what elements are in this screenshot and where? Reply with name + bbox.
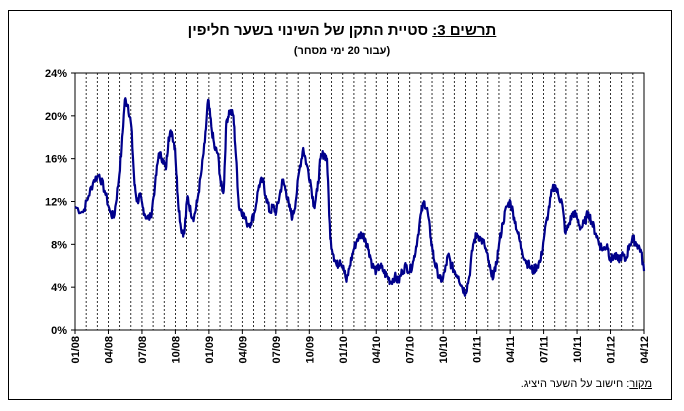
- y-tick-label: 12%: [45, 197, 67, 209]
- y-tick-label: 24%: [45, 68, 67, 80]
- chart-title: תרשים 3: סטיית התקן של השינוי בשער חליפי…: [0, 22, 684, 39]
- y-tick-label: 4%: [51, 282, 67, 294]
- x-tick-label: 01/11: [472, 336, 484, 363]
- x-tick-label: 04/11: [505, 336, 517, 363]
- x-tick-label: 04/12: [639, 336, 651, 364]
- x-tick-label: 10/08: [170, 336, 182, 364]
- chart-title-label: תרשים 3:: [432, 22, 497, 39]
- x-tick-label: 01/10: [338, 336, 350, 364]
- source-note: מקור: חישוב על השער היציג.: [521, 378, 652, 390]
- x-tick-label: 04/08: [103, 336, 115, 364]
- x-tick-label: 01/12: [606, 336, 618, 364]
- y-tick-label: 0%: [51, 325, 67, 337]
- x-tick-label: 10/10: [438, 336, 450, 364]
- x-tick-label: 01/08: [70, 336, 82, 364]
- x-tick-label: 07/09: [271, 336, 283, 364]
- chart-subtitle: (עבור 20 ימי מסחר): [293, 45, 391, 57]
- x-tick-label: 04/10: [371, 336, 383, 364]
- y-tick-label: 20%: [45, 111, 67, 123]
- x-tick-label: 07/11: [539, 336, 551, 363]
- y-tick-label: 8%: [51, 239, 67, 251]
- source-text: : חישוב על השער היציג.: [520, 378, 630, 390]
- source-label: מקור: [629, 378, 652, 390]
- y-tick-label: 16%: [45, 154, 67, 166]
- x-tick-label: 01/09: [204, 336, 216, 364]
- x-tick-label: 10/09: [304, 336, 316, 364]
- x-tick-label: 04/09: [237, 336, 249, 364]
- x-tick-label: 07/08: [137, 336, 149, 364]
- x-tick-label: 07/10: [405, 336, 417, 364]
- series-line: [74, 97, 646, 297]
- x-tick-label: 10/11: [572, 336, 584, 363]
- chart-title-text: סטיית התקן של השינוי בשער חליפין: [187, 22, 429, 39]
